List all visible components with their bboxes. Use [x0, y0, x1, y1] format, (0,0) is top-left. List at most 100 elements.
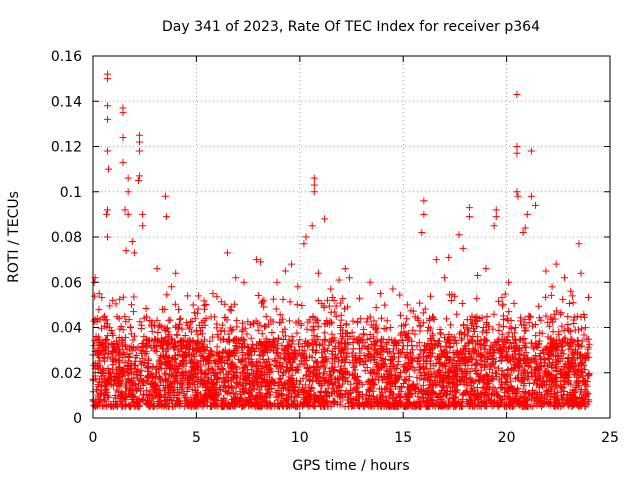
data-point — [551, 398, 559, 406]
data-point — [578, 342, 586, 350]
data-point — [103, 206, 111, 214]
data-point — [306, 401, 314, 409]
data-point — [173, 398, 181, 406]
data-point — [373, 349, 381, 357]
data-point — [450, 403, 458, 411]
data-point — [104, 349, 112, 357]
data-point — [242, 376, 250, 384]
data-point — [225, 336, 233, 344]
data-point — [293, 329, 301, 337]
data-point — [543, 400, 551, 408]
data-point — [553, 352, 561, 360]
data-point — [321, 345, 329, 353]
data-point — [288, 349, 296, 357]
data-point — [559, 373, 567, 381]
data-point — [539, 346, 547, 354]
y-tick-label: 0.08 — [51, 230, 82, 246]
data-point — [560, 326, 568, 334]
data-point — [425, 351, 433, 359]
data-point — [312, 377, 320, 385]
data-point — [187, 359, 195, 367]
data-point — [205, 388, 213, 396]
data-point — [375, 373, 383, 381]
data-point — [318, 349, 326, 357]
data-point — [447, 321, 455, 329]
data-point — [545, 350, 553, 358]
data-point — [428, 372, 436, 380]
data-point — [542, 377, 550, 385]
data-point — [231, 342, 239, 350]
data-point — [338, 349, 346, 357]
data-point — [201, 371, 209, 379]
data-point — [98, 340, 106, 348]
data-point — [182, 352, 190, 360]
data-point — [328, 293, 336, 301]
data-point — [451, 388, 459, 396]
data-point — [129, 308, 137, 316]
data-point — [114, 388, 122, 396]
data-point — [214, 360, 222, 368]
data-point — [120, 349, 128, 357]
data-point — [471, 386, 479, 394]
data-point — [91, 292, 99, 300]
data-point — [215, 365, 223, 373]
data-point — [136, 147, 144, 155]
data-point — [257, 258, 265, 266]
data-point — [400, 322, 408, 330]
data-point — [241, 389, 249, 397]
data-point — [559, 295, 567, 303]
data-point — [386, 363, 394, 371]
data-point — [521, 315, 529, 323]
data-point — [339, 380, 347, 388]
data-point — [444, 373, 452, 381]
data-point — [116, 295, 124, 303]
data-point — [453, 377, 461, 385]
data-point — [185, 398, 193, 406]
data-point — [257, 367, 265, 375]
data-point — [224, 383, 232, 391]
data-point — [168, 283, 176, 291]
data-point — [497, 396, 505, 404]
data-point — [272, 305, 280, 313]
data-point — [263, 394, 271, 402]
data-point — [366, 313, 374, 321]
data-point — [262, 389, 270, 397]
x-tick-label: 20 — [498, 430, 516, 446]
data-point — [440, 376, 448, 384]
data-point — [313, 333, 321, 341]
data-point — [477, 403, 485, 411]
data-point — [369, 387, 377, 395]
data-point — [566, 391, 574, 399]
data-point — [358, 336, 366, 344]
data-point — [495, 338, 503, 346]
data-point — [345, 274, 353, 282]
data-point — [217, 356, 225, 364]
data-point — [213, 293, 221, 301]
data-point — [189, 336, 197, 344]
data-point — [276, 375, 284, 383]
data-point — [499, 316, 507, 324]
data-point — [304, 318, 312, 326]
data-point — [101, 378, 109, 386]
data-point — [151, 345, 159, 353]
data-point — [148, 322, 156, 330]
data-point — [309, 312, 317, 320]
data-point — [474, 271, 482, 279]
data-point — [542, 312, 550, 320]
data-point — [200, 317, 208, 325]
data-point — [576, 354, 584, 362]
data-point — [182, 341, 190, 349]
data-point — [277, 318, 285, 326]
data-point — [528, 322, 536, 330]
data-point — [100, 402, 108, 410]
data-point — [461, 350, 469, 358]
data-point — [142, 304, 150, 312]
data-point — [278, 315, 286, 323]
data-point — [261, 401, 269, 409]
data-point — [161, 305, 169, 313]
data-point — [458, 334, 466, 342]
data-point — [110, 403, 118, 411]
data-point — [332, 302, 340, 310]
data-point — [470, 346, 478, 354]
data-point — [280, 369, 288, 377]
